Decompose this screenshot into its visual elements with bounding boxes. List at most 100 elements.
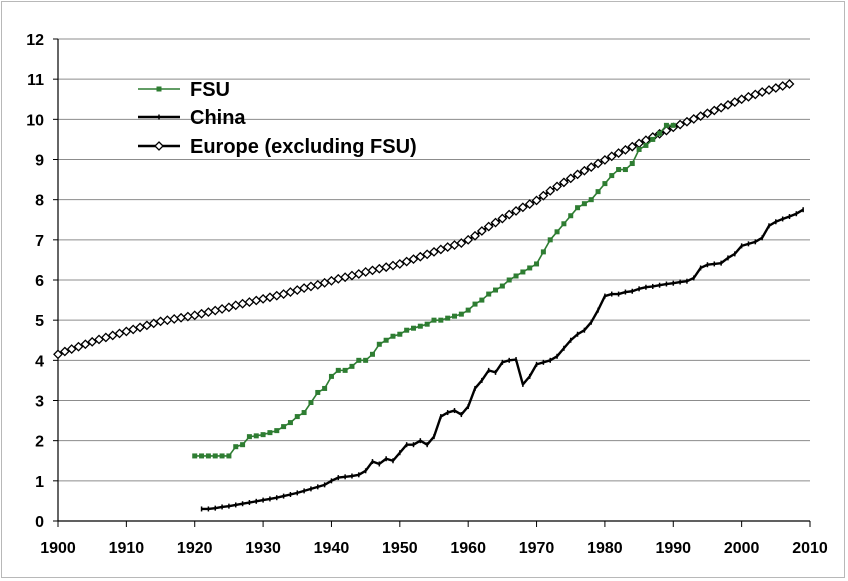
fsu-point — [315, 389, 321, 395]
fsu-point — [452, 313, 458, 319]
fsu-point — [534, 261, 540, 267]
europe-point — [490, 217, 501, 228]
europe-point — [66, 344, 77, 355]
fsu-point — [540, 249, 546, 255]
legend-item-europe: Europe (excluding FSU) — [138, 136, 417, 158]
europe-point — [483, 221, 494, 232]
y-tick-label: 6 — [35, 273, 44, 290]
europe-point — [381, 262, 392, 273]
europe-point — [53, 349, 63, 360]
fsu-point — [417, 323, 423, 329]
y-tick-label: 8 — [35, 193, 44, 210]
y-tick-label: 0 — [35, 514, 44, 531]
series-china — [200, 207, 804, 512]
fsu-point — [506, 277, 512, 283]
europe-point — [476, 226, 487, 236]
europe-point — [675, 119, 686, 130]
fsu-point — [349, 363, 355, 369]
y-tick-label: 4 — [35, 353, 44, 370]
europe-point — [394, 259, 405, 269]
europe-point — [73, 341, 84, 352]
fsu-point — [287, 420, 293, 426]
fsu-point — [281, 424, 287, 430]
y-tick-label: 11 — [27, 72, 44, 89]
x-tick-label: 1930 — [245, 540, 281, 557]
fsu-point — [335, 367, 341, 373]
fsu-point — [328, 373, 334, 379]
europe-point — [729, 97, 740, 107]
fsu-point — [342, 367, 348, 373]
europe-point — [504, 209, 515, 220]
europe-point — [627, 141, 638, 152]
fsu-point — [322, 385, 328, 391]
fsu-point — [657, 130, 663, 136]
fsu-point — [616, 167, 622, 173]
europe-point — [217, 304, 227, 314]
fsu-point — [246, 434, 252, 440]
y-tick-label: 1 — [35, 474, 44, 491]
europe-point — [593, 158, 603, 169]
europe-point — [470, 230, 480, 241]
europe-point — [203, 307, 214, 318]
fsu-point — [308, 400, 314, 406]
legend-label-fsu: FSU — [190, 79, 230, 101]
y-tick-label: 7 — [35, 233, 44, 250]
x-tick-label: 1960 — [450, 540, 486, 557]
europe-point — [59, 346, 70, 357]
europe-point — [709, 105, 720, 116]
europe-point — [210, 305, 221, 316]
x-tick-label: 1980 — [587, 540, 623, 557]
fsu-point — [575, 205, 581, 211]
europe-point — [244, 297, 255, 308]
fsu-point — [629, 161, 635, 167]
fsu-point — [397, 331, 403, 337]
europe-point — [702, 108, 713, 119]
fsu-point — [445, 315, 451, 321]
series-group — [53, 79, 804, 512]
fsu-point — [240, 442, 246, 448]
europe-point — [162, 315, 173, 326]
series-fsu — [192, 122, 676, 459]
x-tick-label: 1990 — [655, 540, 691, 557]
fsu-point — [493, 287, 499, 293]
europe-point — [80, 339, 91, 350]
fsu-point — [376, 341, 382, 347]
europe-point — [456, 238, 467, 248]
fsu-point — [369, 351, 375, 357]
europe-point — [196, 308, 207, 319]
axes — [53, 38, 811, 527]
fsu-point — [486, 291, 492, 297]
fsu-point — [267, 430, 273, 436]
fsu-point — [609, 173, 615, 179]
fsu-point — [472, 301, 478, 307]
europe-point — [271, 290, 282, 301]
europe-point — [545, 185, 556, 196]
fsu-point — [643, 142, 649, 148]
europe-point — [531, 195, 542, 206]
x-tick-label: 1950 — [382, 540, 418, 557]
fsu-point — [212, 453, 218, 459]
fsu-point — [410, 325, 416, 331]
fsu-point — [219, 453, 225, 459]
europe-point — [511, 205, 521, 216]
fsu-point — [527, 265, 533, 271]
fsu-point — [595, 189, 601, 195]
fsu-point — [226, 453, 232, 459]
fsu-point — [383, 337, 389, 343]
y-tick-label: 5 — [35, 313, 44, 330]
europe-point — [388, 260, 398, 271]
europe-point — [429, 246, 439, 257]
europe-point — [251, 295, 262, 306]
series-europe — [53, 79, 795, 360]
y-tick-label: 10 — [26, 112, 44, 129]
europe-point — [182, 311, 193, 322]
gridlines — [58, 38, 810, 482]
fsu-point — [479, 297, 485, 303]
europe-point — [620, 144, 631, 155]
europe-point — [189, 310, 200, 321]
europe-point — [258, 293, 269, 304]
europe-point — [784, 79, 795, 89]
fsu-point — [588, 197, 594, 203]
